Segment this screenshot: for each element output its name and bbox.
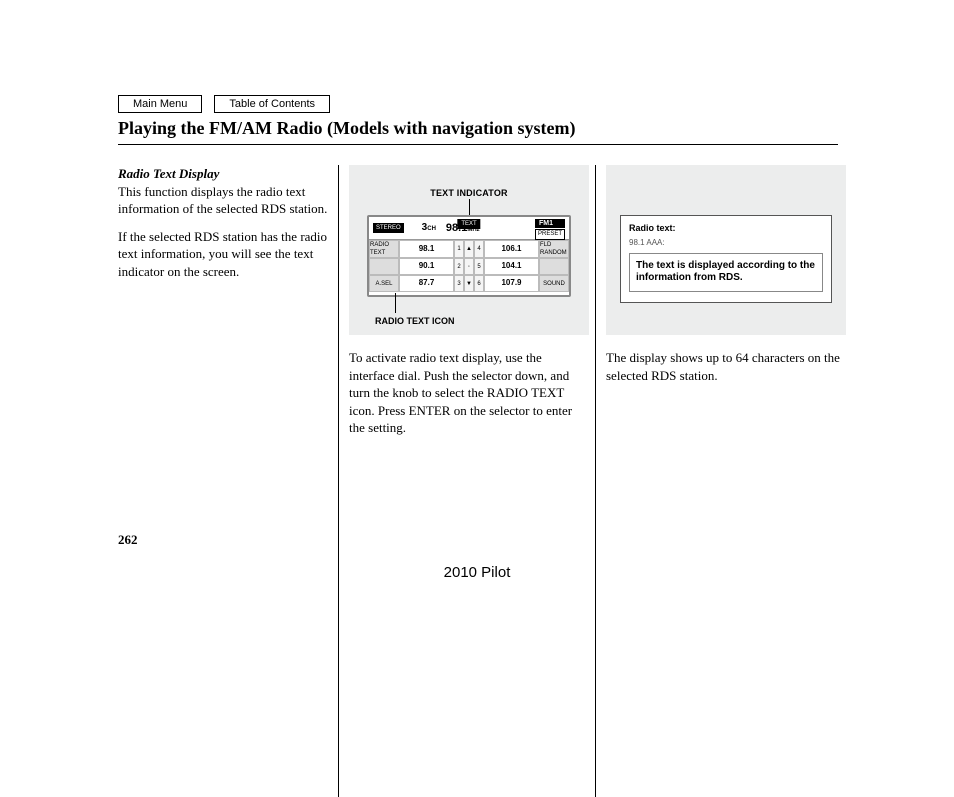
radio-text-station: 98.1 AAA: (629, 238, 823, 249)
text-badge: TEXT (457, 219, 480, 229)
column-3: Radio text: 98.1 AAA: The text is displa… (595, 165, 856, 797)
radio-text-body: The text is displayed according to the i… (629, 253, 823, 292)
preset-5: 104.1 (484, 258, 539, 275)
side-btn-fld: FLD RANDOM (539, 240, 569, 258)
channel-number: 3CH (422, 221, 436, 235)
side-btn-radio-text: RADIO TEXT (369, 240, 399, 258)
radio-text-icon-label: RADIO TEXT ICON (375, 315, 455, 327)
preset-2: 90.1 (399, 258, 454, 275)
preset-4: 106.1 (484, 240, 539, 258)
num-1: 1 (454, 240, 464, 258)
num-4: 4 (474, 240, 484, 258)
num-6: 6 (474, 275, 484, 292)
text-indicator-callout-line (469, 199, 470, 215)
radio-text-screen-box: Radio text: 98.1 AAA: The text is displa… (620, 215, 832, 303)
toc-button[interactable]: Table of Contents (214, 95, 330, 113)
preset-grid: RADIO TEXT 98.1 1 ▲ 4 106.1 FLD RANDOM 9… (369, 240, 569, 292)
arrow-icon: ▲ (464, 240, 474, 258)
title-rule (118, 144, 838, 145)
num-3: 3 (454, 275, 464, 292)
col2-caption: To activate radio text display, use the … (349, 349, 589, 437)
preset-3: 87.7 (399, 275, 454, 292)
preset-1: 98.1 (399, 240, 454, 258)
side-btn-sound: SOUND (539, 275, 569, 292)
radio-text-title: Radio text: (629, 222, 823, 234)
side-btn-empty2 (539, 258, 569, 275)
col1-paragraph-2: If the selected RDS station has the radi… (118, 228, 328, 281)
main-menu-button[interactable]: Main Menu (118, 95, 202, 113)
channel-suffix: CH (427, 226, 436, 232)
radio-diagram-panel: TEXT INDICATOR STEREO 3CH 98.1MHz TEXT F… (349, 165, 589, 335)
preset-6: 107.9 (484, 275, 539, 292)
column-2: TEXT INDICATOR STEREO 3CH 98.1MHz TEXT F… (338, 165, 595, 797)
preset-badge: PRESET (535, 229, 565, 239)
side-btn-empty1 (369, 258, 399, 275)
radio-text-screen-panel: Radio text: 98.1 AAA: The text is displa… (606, 165, 846, 335)
col3-caption: The display shows up to 64 characters on… (606, 349, 846, 384)
footer-model: 2010 Pilot (0, 564, 954, 581)
column-1: Radio Text Display This function display… (118, 165, 338, 797)
col1-paragraph-1: This function displays the radio text in… (118, 183, 328, 218)
band-fm1: FM1 (535, 219, 565, 228)
radio-text-icon-callout-line (395, 293, 396, 313)
nav-buttons: Main Menu Table of Contents (118, 95, 330, 113)
page-title: Playing the FM/AM Radio (Models with nav… (118, 118, 575, 139)
section-subhead: Radio Text Display (118, 165, 328, 183)
content-columns: Radio Text Display This function display… (118, 165, 838, 797)
band-badges: FM1 PRESET (535, 219, 565, 240)
arrow-down-icon: ▼ (464, 275, 474, 292)
num-2: 2 (454, 258, 464, 275)
num-5: 5 (474, 258, 484, 275)
side-btn-asel: A.SEL (369, 275, 399, 292)
radio-unit-illustration: STEREO 3CH 98.1MHz TEXT FM1 PRESET RADIO… (367, 215, 571, 297)
text-indicator-label: TEXT INDICATOR (349, 187, 589, 199)
page-number: 262 (118, 532, 138, 548)
dot-icon: ◦ (464, 258, 474, 275)
stereo-badge: STEREO (373, 223, 404, 233)
radio-display-row: STEREO 3CH 98.1MHz TEXT FM1 PRESET (369, 217, 569, 240)
